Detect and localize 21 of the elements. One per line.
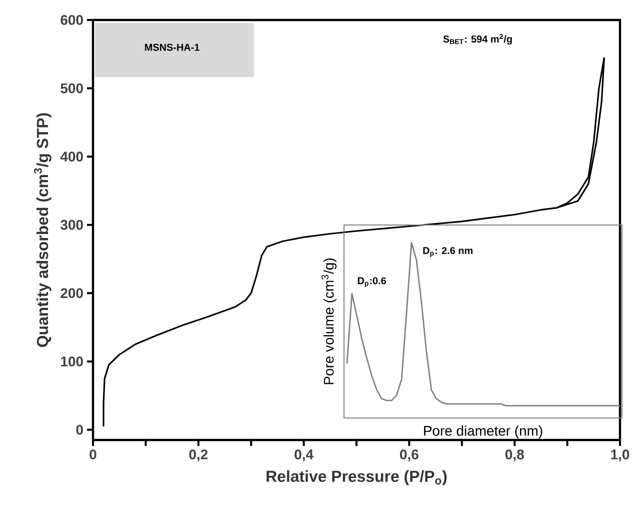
x-axis-title: Relative Pressure (P/P$_{o}$) <box>266 470 447 486</box>
x-axis-title: Pore diameter (nm) <box>424 426 542 439</box>
y-tick-label: 500 <box>60 83 83 94</box>
y-tick-label: 300 <box>60 220 83 230</box>
annotation: MSNS-HA-1 <box>145 44 200 51</box>
annotation: S$_{BET}$: 594 m$^{2}$/g <box>443 34 512 45</box>
x-tick-label: 0,8 <box>505 450 524 462</box>
y-tick-label: 400 <box>60 152 83 162</box>
x-tick-label: 0,4 <box>294 450 314 462</box>
y-tick-label: 200 <box>60 288 83 298</box>
x-tick-label: 0,6 <box>400 450 418 462</box>
y-tick-label: 0 <box>76 424 83 435</box>
y-tick-label: 100 <box>61 356 83 366</box>
y-axis-title: Pore volume (cm$^{3}$/g) <box>322 258 336 384</box>
x-tick-label: 0,2 <box>189 450 208 462</box>
y-axis-title: Quantity adsorbed (cm$^{3}$/g STP) <box>34 113 52 347</box>
annotation: D$_{p}$: 2.6 nm <box>423 247 472 257</box>
y-tick-label: 600 <box>60 15 83 25</box>
x-tick-label: 0 <box>90 450 96 460</box>
x-tick-label: 1,0 <box>611 450 630 462</box>
annotation: D$_{p}$:0.6 <box>358 277 386 288</box>
